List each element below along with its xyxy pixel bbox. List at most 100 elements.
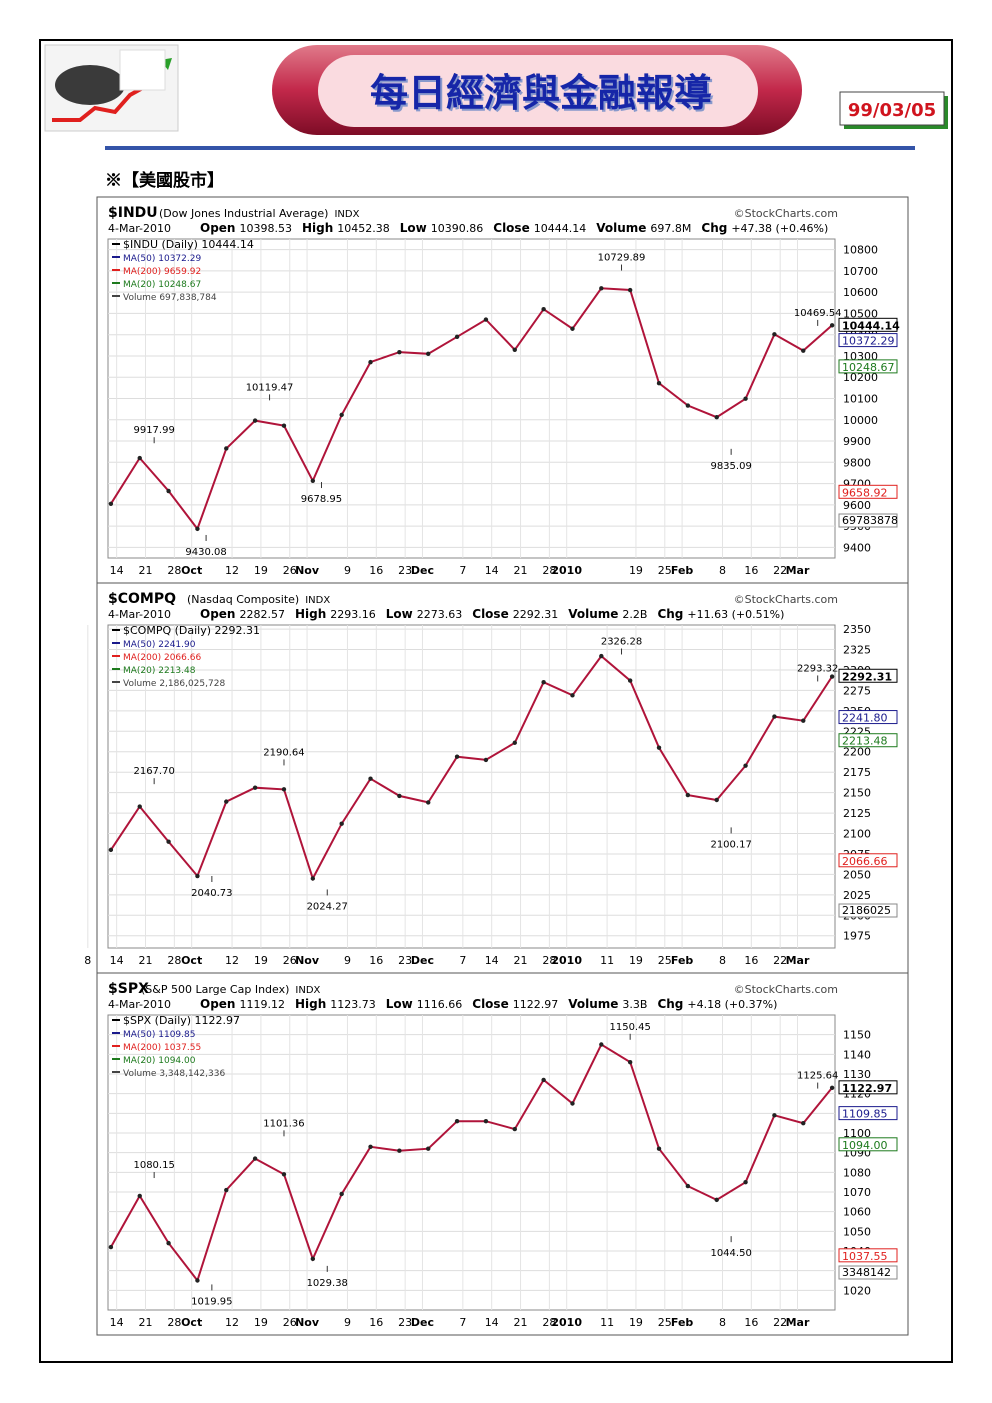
exchange: INDX	[295, 985, 320, 996]
annotation: 2326.28	[601, 636, 642, 647]
close-point	[426, 1146, 431, 1151]
close-point	[599, 653, 604, 659]
x-tick-label: 16	[369, 954, 383, 967]
price-tag-label: 1094.00	[842, 1139, 888, 1152]
y-tick-label: 2325	[843, 644, 871, 657]
price-tag-label: 10248.67	[842, 361, 895, 374]
close-line	[110, 287, 833, 531]
price-tag	[838, 668, 898, 683]
y-tick-label: 1975	[843, 930, 871, 943]
x-tick-label: 8	[719, 564, 726, 577]
x-tick-label: Oct	[181, 954, 202, 967]
close-point	[685, 792, 691, 798]
close-point	[166, 488, 171, 494]
x-tick-label: 8	[84, 954, 91, 967]
annotation: 9678.95	[301, 494, 342, 505]
y-tick-label: 9900	[843, 435, 871, 448]
price-tag	[838, 359, 898, 374]
close-point	[195, 1278, 200, 1283]
close-point	[714, 797, 719, 803]
close-point	[252, 418, 258, 423]
close-point	[656, 1146, 662, 1151]
x-tick-label: 7	[459, 954, 466, 967]
legend-text: Volume 3,348,142,336	[123, 1069, 225, 1079]
x-tick-label: 25	[658, 564, 672, 577]
close-point	[224, 799, 229, 804]
price-tag	[838, 333, 898, 348]
quote-value: +11.63 (+0.51%)	[687, 608, 784, 621]
close-point	[224, 446, 229, 451]
close-point	[108, 847, 114, 853]
legend-text: MA(50) 10372.29	[123, 254, 201, 264]
annotation: 10469.54	[794, 308, 842, 319]
quote-value: 2.2B	[622, 608, 647, 621]
close-point	[714, 415, 719, 420]
source: ©StockCharts.com	[734, 983, 838, 996]
x-tick-label: 28	[542, 1316, 556, 1329]
exchange: INDX	[334, 209, 359, 220]
close-point	[801, 348, 806, 353]
close-point	[368, 1144, 373, 1149]
close-point	[599, 1042, 604, 1047]
close-point	[252, 785, 258, 790]
close-line	[110, 654, 833, 882]
legend-text: $SPX (Daily) 1122.97	[123, 1014, 240, 1027]
close-point	[743, 763, 748, 768]
stock-chart: $COMPQ (Nasdaq Composite) ©StockCharts.com…	[84, 582, 909, 974]
x-tick-label: 28	[167, 954, 181, 967]
close-point	[570, 1101, 575, 1106]
x-tick-label: 2010	[551, 954, 582, 967]
quote-label: Open	[200, 221, 235, 235]
legend-text: MA(50) 2241.90	[123, 640, 196, 650]
price-tag	[838, 1106, 898, 1121]
date: 4-Mar-2010	[108, 608, 171, 621]
x-tick-label: 22	[773, 564, 787, 577]
x-tick-label: 22	[773, 1316, 787, 1329]
close-point	[310, 1256, 316, 1262]
price-tag-label: 1037.55	[842, 1250, 888, 1263]
close-point	[166, 1240, 171, 1246]
price-tag	[838, 1137, 898, 1152]
annotation: 2190.64	[263, 747, 304, 758]
x-tick-label: 16	[744, 564, 758, 577]
close-point	[685, 403, 691, 408]
y-tick-label: 2200	[843, 746, 871, 759]
y-tick-label: 1050	[843, 1225, 871, 1238]
x-tick-label: Nov	[295, 564, 320, 577]
x-tick-label: 23	[398, 1316, 412, 1329]
x-tick-label: 9	[344, 954, 351, 967]
annotation: 1019.95	[191, 1296, 232, 1307]
quote-label: Low	[386, 607, 413, 621]
page-border	[39, 39, 953, 1363]
x-tick-label: 7	[459, 564, 466, 577]
x-tick-label: 9	[344, 1316, 351, 1329]
x-tick-label: 11	[600, 954, 614, 967]
price-tag-label: 2292.31	[842, 670, 892, 683]
x-tick-label: 7	[459, 1316, 466, 1329]
close-point	[281, 423, 287, 428]
quote-value: 10452.38	[337, 222, 390, 235]
x-tick-label: 14	[110, 564, 124, 577]
y-tick-label: 10100	[843, 393, 878, 406]
x-tick-label: 26	[283, 954, 297, 967]
x-tick-label: 16	[369, 1316, 383, 1329]
x-tick-label: 21	[514, 954, 528, 967]
y-tick-label: 10800	[843, 244, 878, 257]
symbol: $SPX	[108, 981, 149, 997]
logo	[44, 44, 179, 132]
exchange: INDX	[305, 595, 330, 606]
close-point	[195, 526, 200, 532]
legend-text: MA(50) 1109.85	[123, 1030, 195, 1040]
close-point	[368, 359, 373, 365]
close-point	[397, 1148, 402, 1153]
close-point	[339, 821, 344, 826]
y-tick-label: 1100	[843, 1127, 871, 1140]
y-tick-label: 2050	[843, 868, 871, 881]
title-shadow: 每日經濟與金融報導	[372, 73, 714, 117]
x-tick-label: 19	[254, 564, 268, 577]
x-tick-label: 26	[283, 1316, 297, 1329]
close-point	[627, 287, 633, 293]
annotation: 2100.17	[710, 839, 751, 850]
x-tick-label: Mar	[786, 564, 810, 577]
close-point	[281, 1172, 287, 1177]
